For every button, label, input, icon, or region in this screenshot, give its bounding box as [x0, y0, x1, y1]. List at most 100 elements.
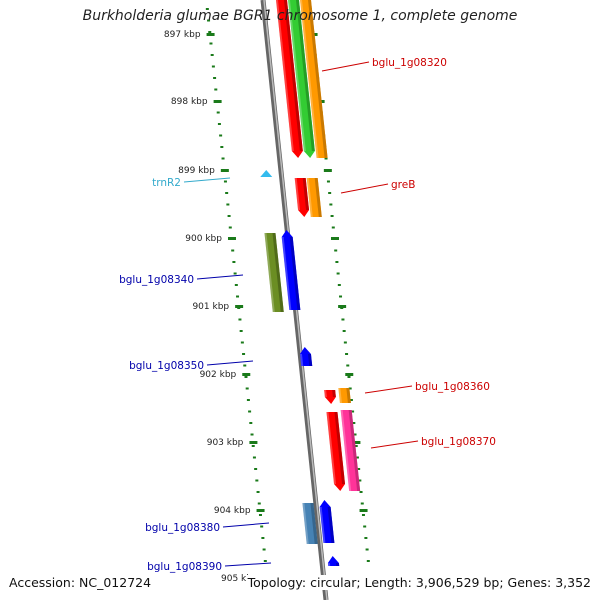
tick-label: 897 kbp [164, 30, 201, 40]
left-rail-dot [261, 537, 265, 539]
right-rail-dot [335, 261, 339, 263]
right-rail-dot [352, 422, 356, 424]
gene-label-bglu_1g08340: bglu_1g08340 [119, 274, 194, 286]
right-rail-dot [360, 502, 364, 505]
left-rail-dot [248, 410, 252, 413]
right-rail-dot [348, 387, 352, 390]
left-rail-dot [236, 295, 240, 298]
feature-bglu_1g08370-cds [326, 412, 346, 491]
right-rail-dot [357, 468, 361, 470]
right-rail-dot [364, 537, 368, 539]
major-tick-left [235, 305, 244, 308]
right-rail-dot [339, 295, 343, 298]
feature-bglu_1g08350-cds [299, 347, 313, 366]
left-rail-dot [214, 88, 218, 91]
feature-bglu_1g08390-cds [327, 556, 340, 566]
feature-bglu_1g08370-gene [340, 410, 361, 491]
leader-lines-layer [183, 61, 419, 567]
leader-line [321, 61, 370, 72]
left-rail-dot [239, 330, 243, 332]
right-rail-dot [337, 284, 341, 286]
leader-line [206, 360, 254, 366]
left-rail-dot [255, 479, 259, 482]
feature-bglu_1g08380-gene [302, 503, 318, 544]
left-rail-dot [257, 502, 261, 505]
left-rail-dot [219, 134, 223, 137]
right-rail-dot [329, 203, 333, 206]
gene-label-trnR2: trnR2 [152, 177, 181, 189]
feature-greB-cds [294, 178, 310, 217]
tick-label: 902 kbp [200, 370, 237, 380]
left-rail-dot [246, 399, 250, 401]
right-rail-dot [342, 330, 346, 332]
major-tick-left [256, 509, 265, 512]
right-rail-dot [365, 548, 369, 551]
left-rail-dot [240, 341, 244, 344]
right-rail-dot [345, 353, 349, 355]
left-rail-dot [242, 353, 246, 355]
left-rail-dot [213, 77, 217, 79]
right-rail-dot [363, 525, 367, 528]
leader-line [364, 385, 413, 394]
major-tick-right [323, 169, 332, 172]
left-rail-dot [256, 491, 260, 493]
tick-label: 901 kbp [192, 302, 229, 312]
left-rail-dot [234, 284, 238, 286]
left-rail-dot [260, 525, 264, 528]
left-rail-dot [211, 65, 215, 68]
right-rail-dot [353, 433, 357, 436]
major-tick-right [345, 373, 354, 376]
leader-line [370, 440, 419, 449]
feature-bglu_1g08360-cds [324, 390, 336, 404]
feature-bglu_1g08320-gene-green [288, 0, 315, 158]
gene-label-bglu_1g08320: bglu_1g08320 [372, 57, 447, 69]
left-rail-dot [263, 560, 267, 562]
leader-line [222, 522, 270, 528]
right-rail-dot [359, 491, 363, 493]
left-rail-dot [208, 31, 212, 33]
left-rail-dot [238, 318, 242, 321]
major-tick-right [359, 509, 368, 512]
left-rail-dot [244, 376, 248, 378]
major-tick-right [352, 441, 361, 444]
right-rail-dot [347, 376, 351, 378]
right-rail-dot [341, 318, 345, 321]
major-tick-right [330, 237, 339, 240]
right-rail-dot [355, 456, 359, 459]
feature-trnR2 [260, 170, 273, 177]
left-rail-dot [262, 548, 266, 551]
right-rail-dot [334, 249, 338, 252]
left-rail-dot [232, 261, 236, 263]
feature-greB-gene [306, 178, 322, 217]
leader-line [183, 177, 231, 183]
right-rail-dot [361, 514, 365, 516]
tick-labels-layer: 897 kbp 898 kbp 899 kbp 900 kbp 901 kbp 902 k… [164, 30, 258, 584]
right-rail-dot [351, 410, 355, 413]
major-tick-left [220, 169, 229, 172]
features-layer [260, 0, 361, 566]
genome-summary-text: Topology: circular; Length: 3,906,529 bp… [245, 575, 591, 590]
left-rail-dot [207, 19, 211, 22]
left-rail-dot [225, 192, 229, 194]
right-rail-dot [366, 560, 370, 562]
major-tick-left [213, 100, 222, 103]
left-rail-dot [243, 364, 247, 367]
major-tick-left [206, 33, 215, 36]
map-title: Burkholderia glumae BGR1 chromosome 1, c… [82, 8, 518, 24]
major-tick-left [249, 441, 258, 444]
left-rail-dot [233, 272, 237, 275]
tick-label: 898 kbp [171, 97, 208, 107]
feature-bglu_1g08320-cds [276, 0, 303, 158]
tick-label: 900 kbp [185, 234, 222, 244]
right-rail-dot [346, 364, 350, 367]
right-rail-dot [358, 479, 362, 482]
left-rail-dot [258, 514, 262, 516]
left-rail-dot [250, 433, 254, 436]
right-rail-dot [331, 226, 335, 229]
tick-label: 899 kbp [178, 166, 215, 176]
right-rail-dot [343, 341, 347, 344]
left-rail-dot [210, 54, 214, 56]
major-tick-left [242, 373, 251, 376]
left-rail-dot [216, 111, 220, 114]
